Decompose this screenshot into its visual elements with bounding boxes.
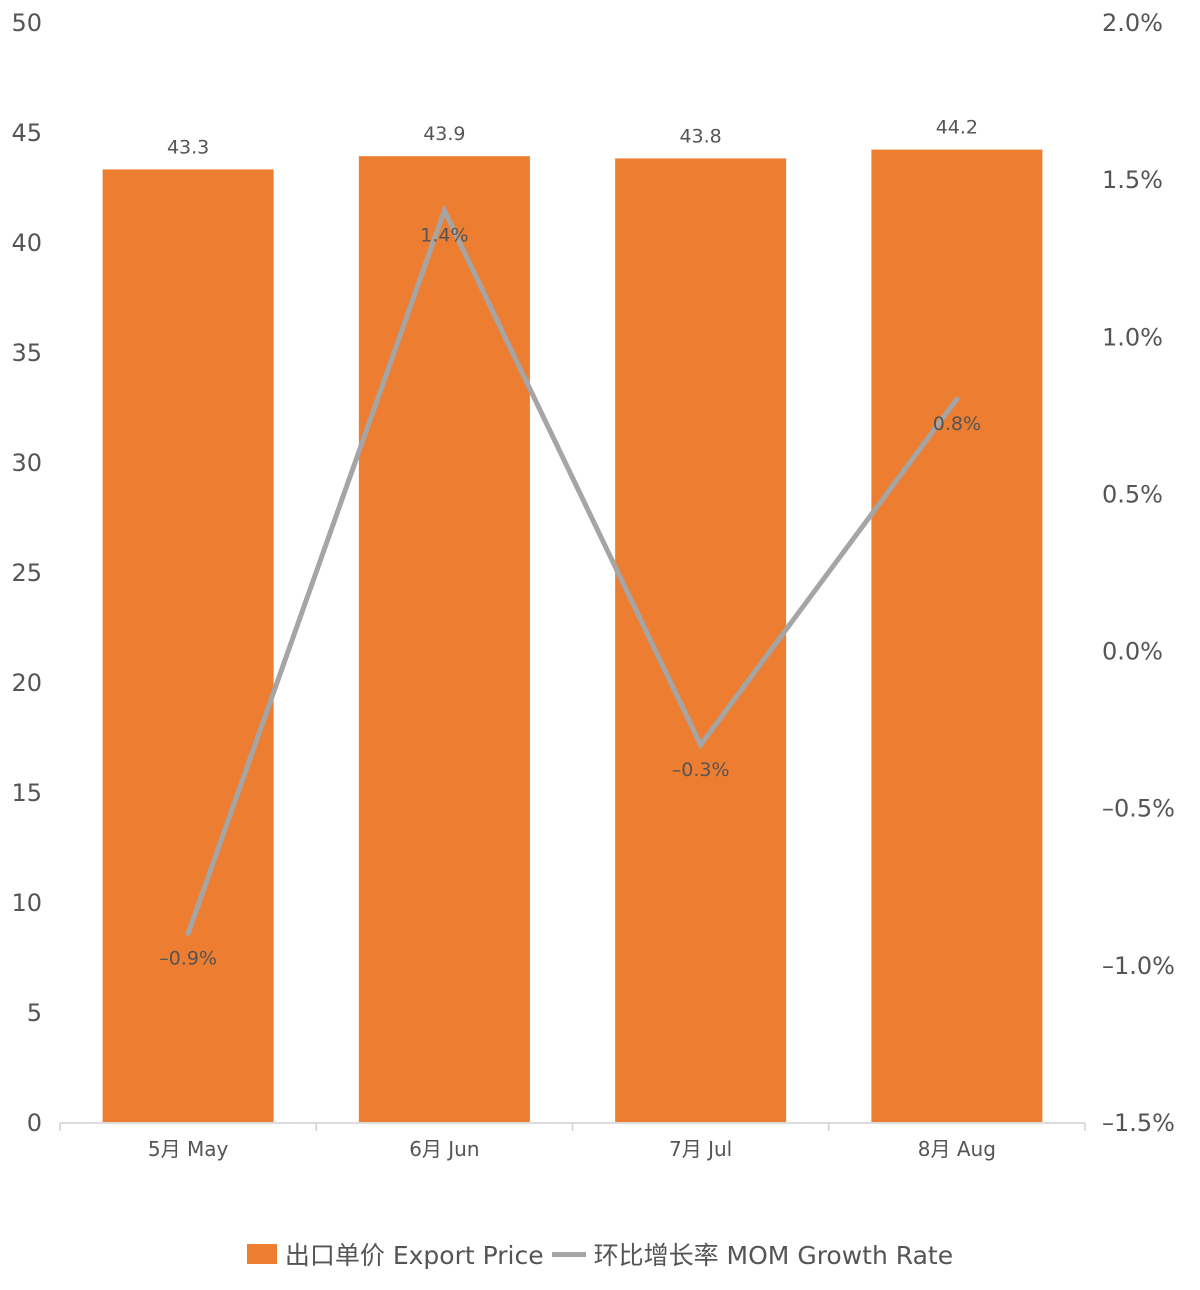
bar-export-price bbox=[615, 158, 787, 1122]
x-category-label: 8月 Aug bbox=[918, 1137, 996, 1161]
y-left-tick-label: 30 bbox=[11, 449, 42, 477]
y-right-tick-label: 0.5% bbox=[1102, 480, 1163, 508]
line-data-label: –0.9% bbox=[159, 947, 217, 969]
bar-export-price bbox=[871, 149, 1043, 1123]
y-left-tick-label: 45 bbox=[11, 119, 42, 147]
line-data-label: 0.8% bbox=[933, 413, 981, 435]
legend: 出口单价 Export Price 环比增长率 MOM Growth Rate bbox=[0, 1236, 1200, 1272]
bar-export-price bbox=[358, 156, 530, 1122]
bar-export-price bbox=[102, 169, 274, 1122]
y-left-tick-label: 5 bbox=[27, 999, 42, 1027]
bar-data-label: 43.9 bbox=[423, 123, 465, 145]
line-point-mom-growth bbox=[954, 396, 960, 402]
bar-data-label: 43.8 bbox=[679, 125, 721, 147]
y-left-tick-label: 50 bbox=[11, 9, 42, 37]
x-category-label: 5月 May bbox=[148, 1137, 229, 1161]
line-point-mom-growth bbox=[185, 930, 191, 936]
legend-swatch-line bbox=[551, 1251, 586, 1257]
y-right-tick-label: –1.0% bbox=[1102, 952, 1175, 980]
y-right-tick-label: 1.0% bbox=[1102, 323, 1163, 351]
line-data-label: 1.4% bbox=[420, 225, 468, 247]
legend-item-mom-growth: 环比增长率 MOM Growth Rate bbox=[551, 1236, 954, 1272]
legend-label-export-price: 出口单价 Export Price bbox=[284, 1241, 544, 1270]
y-left-tick-label: 40 bbox=[11, 229, 42, 257]
bar-data-label: 44.2 bbox=[936, 117, 978, 139]
y-left-tick-label: 35 bbox=[11, 339, 42, 367]
x-category-label: 7月 Jul bbox=[669, 1137, 732, 1161]
legend-label-mom-growth: 环比增长率 MOM Growth Rate bbox=[593, 1241, 954, 1270]
y-left-tick-label: 15 bbox=[11, 779, 42, 807]
legend-item-export-price: 出口单价 Export Price bbox=[246, 1236, 544, 1272]
legend-swatch-bar bbox=[246, 1244, 277, 1264]
y-right-tick-label: 1.5% bbox=[1102, 166, 1163, 194]
line-data-label: –0.3% bbox=[672, 759, 730, 781]
y-left-tick-label: 20 bbox=[11, 669, 42, 697]
line-point-mom-growth bbox=[441, 208, 447, 214]
y-right-tick-label: –1.5% bbox=[1102, 1109, 1175, 1137]
x-category-label: 6月 Jun bbox=[409, 1137, 479, 1161]
line-mom-growth-rate bbox=[185, 204, 959, 935]
y-left-tick-label: 10 bbox=[11, 889, 42, 917]
y-right-tick-label: 2.0% bbox=[1102, 9, 1163, 37]
y-right-tick-label: –0.5% bbox=[1102, 795, 1175, 823]
y-left-tick-label: 0 bbox=[27, 1109, 42, 1137]
bar-data-label: 43.3 bbox=[167, 136, 209, 158]
line-point-mom-growth bbox=[698, 742, 704, 748]
y-left-tick-label: 25 bbox=[11, 559, 42, 587]
combo-chart: 0 5 10 15 20 25 30 35 40 45 50 –1.5% –1.0% –0.5% 0.0% 0… bbox=[11, 9, 1175, 1161]
y-right-tick-label: 0.0% bbox=[1102, 638, 1163, 666]
